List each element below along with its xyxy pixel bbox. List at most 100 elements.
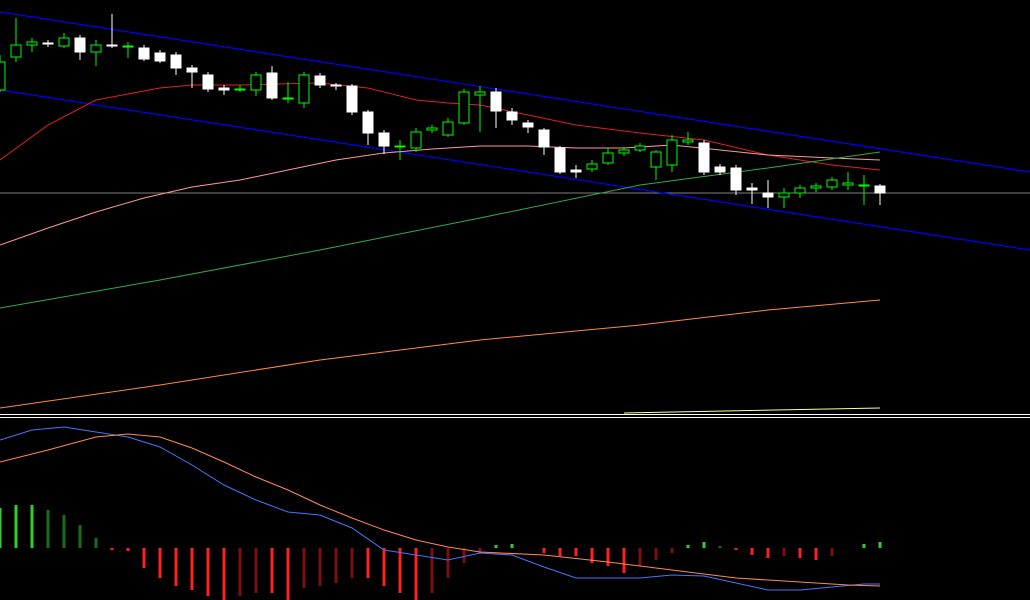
macd-bar xyxy=(46,510,50,548)
macd-bar xyxy=(78,525,82,548)
candle-body xyxy=(570,169,582,173)
candle-body xyxy=(826,179,838,188)
macd-bar xyxy=(830,548,834,556)
macd-bar xyxy=(302,548,306,588)
candle-body xyxy=(170,54,182,69)
candle-body xyxy=(426,127,438,131)
candle-body xyxy=(810,185,822,189)
macd-bar xyxy=(494,545,498,548)
macd-bar xyxy=(190,548,194,590)
macd-bar xyxy=(350,548,354,578)
macd-bar xyxy=(750,548,754,555)
candle-body xyxy=(10,44,22,58)
macd-bar xyxy=(254,548,258,593)
candle-body xyxy=(714,166,726,173)
macd-bar xyxy=(782,548,786,556)
candle-body xyxy=(522,122,534,128)
macd-bar xyxy=(142,548,146,568)
moving-average xyxy=(0,151,881,309)
candle-body xyxy=(410,131,422,149)
macd-bar xyxy=(606,548,610,566)
macd-bar xyxy=(622,548,626,573)
macd-bar xyxy=(670,548,674,553)
candle-body xyxy=(42,42,54,45)
candle-body xyxy=(538,129,550,148)
candle-body xyxy=(682,139,694,143)
candle-body xyxy=(0,61,6,91)
macd-bar xyxy=(398,548,402,593)
macd-bar xyxy=(238,548,242,596)
macd-bar xyxy=(814,548,818,560)
macd-line xyxy=(0,433,881,587)
macd-bar xyxy=(446,548,450,578)
candle-body xyxy=(602,152,614,164)
macd-bar xyxy=(222,548,226,600)
candle-body xyxy=(298,74,310,104)
macd-bar xyxy=(558,548,562,556)
candle-body xyxy=(618,149,630,154)
moving-average xyxy=(0,82,881,171)
candle-body xyxy=(842,182,854,186)
macd-line xyxy=(0,426,880,591)
candle-body xyxy=(122,45,134,48)
channel-line xyxy=(0,89,1030,251)
moving-average xyxy=(623,407,881,414)
candle-body xyxy=(698,142,710,173)
candle-body xyxy=(218,87,230,91)
candle-body xyxy=(362,111,374,134)
macd-bar xyxy=(590,548,594,563)
macd-bar xyxy=(126,548,130,551)
macd-bar xyxy=(382,548,386,586)
macd-bar xyxy=(158,548,162,578)
macd-bar xyxy=(0,508,2,548)
candle-body xyxy=(346,85,358,113)
candle-body xyxy=(650,151,662,168)
candle-body xyxy=(90,44,102,53)
candle-body xyxy=(250,74,262,91)
candle-body xyxy=(506,111,518,121)
candle-body xyxy=(778,192,790,198)
macd-bar xyxy=(174,548,178,586)
candle-body xyxy=(266,72,278,99)
candle-body xyxy=(794,187,806,194)
candle-body xyxy=(666,139,678,166)
macd-bar xyxy=(366,548,370,578)
macd-bar xyxy=(286,548,290,600)
macd-bar xyxy=(686,545,690,548)
candle-body xyxy=(106,44,118,47)
macd-bar xyxy=(574,548,578,556)
candle-body xyxy=(330,84,342,87)
candle-body xyxy=(730,167,742,191)
macd-bar xyxy=(878,542,882,548)
macd-bar xyxy=(654,548,658,560)
candle-body xyxy=(874,185,886,194)
candle-body xyxy=(474,91,486,96)
candle-body xyxy=(282,97,294,100)
macd-bar xyxy=(318,548,322,586)
macd-bar xyxy=(430,548,434,593)
macd-bar xyxy=(334,548,338,583)
macd-bar xyxy=(510,544,514,548)
macd-bar xyxy=(94,538,98,548)
candle-body xyxy=(314,75,326,86)
candle-body xyxy=(154,52,166,62)
macd-bar xyxy=(542,548,546,553)
macd-bar xyxy=(414,548,418,600)
macd-bar xyxy=(206,548,210,596)
moving-average xyxy=(0,299,881,409)
macd-bar xyxy=(862,544,866,548)
macd-bar xyxy=(30,505,34,548)
candle-body xyxy=(458,91,470,124)
macd-bar xyxy=(638,548,642,566)
macd-bar xyxy=(110,548,114,550)
candle-body xyxy=(186,67,198,73)
candle-body xyxy=(586,163,598,170)
candle-body xyxy=(26,41,38,46)
macd-bar xyxy=(478,548,482,553)
macd-bar xyxy=(702,542,706,548)
channel-line xyxy=(0,11,1030,173)
candle-body xyxy=(634,145,646,151)
